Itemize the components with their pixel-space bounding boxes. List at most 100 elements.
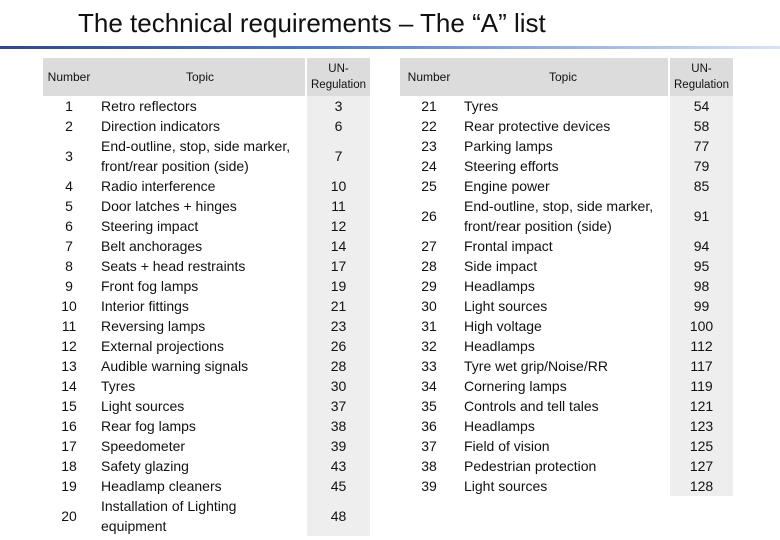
row-number: 22 <box>421 118 437 134</box>
row-regulation: 77 <box>668 136 733 156</box>
row-regulation: 37 <box>305 396 370 416</box>
row-topic: Light sources <box>101 398 185 414</box>
table-row: 1 Retro reflectors 3 <box>43 96 370 116</box>
row-regulation: 121 <box>668 396 733 416</box>
row-regulation: 30 <box>305 376 370 396</box>
table-row: 7 Belt anchorages 14 <box>43 236 370 256</box>
row-number: 7 <box>65 238 73 254</box>
table-row: 24 Steering efforts 79 <box>400 156 733 176</box>
row-number: 24 <box>421 158 437 174</box>
table-row: 29 Headlamps 98 <box>400 276 733 296</box>
table-header-row: Number Topic UN-Regulation <box>400 58 733 96</box>
row-regulation: 125 <box>668 436 733 456</box>
row-regulation: 28 <box>305 356 370 376</box>
row-number: 34 <box>421 378 437 394</box>
row-regulation: 100 <box>668 316 733 336</box>
row-topic: Belt anchorages <box>101 238 203 254</box>
row-regulation: 85 <box>668 176 733 196</box>
table-row: 26 End-outline, stop, side marker, front/… <box>400 196 733 236</box>
table-row: 36 Headlamps 123 <box>400 416 733 436</box>
row-topic: Engine power <box>464 178 550 194</box>
row-number: 8 <box>65 258 73 274</box>
row-regulation: 117 <box>668 356 733 376</box>
row-regulation: 99 <box>668 296 733 316</box>
row-number: 15 <box>61 398 77 414</box>
row-topic: Seats + head restraints <box>101 258 246 274</box>
row-regulation: 119 <box>668 376 733 396</box>
table-row: 27 Frontal impact 94 <box>400 236 733 256</box>
row-topic: Speedometer <box>101 438 186 454</box>
row-topic: External projections <box>101 338 224 354</box>
header-regulation: UN-Regulation <box>305 58 370 96</box>
row-regulation: 95 <box>668 256 733 276</box>
regulation-table-left: Number Topic UN-Regulation 1 Retro reflec… <box>43 58 370 536</box>
row-topic: Headlamps <box>464 278 535 294</box>
row-number: 3 <box>65 148 73 164</box>
row-number: 25 <box>421 178 437 194</box>
row-regulation: 12 <box>305 216 370 236</box>
table-row: 16 Rear fog lamps 38 <box>43 416 370 436</box>
row-number: 32 <box>421 338 437 354</box>
row-number: 11 <box>61 318 77 334</box>
table-row: 32 Headlamps 112 <box>400 336 733 356</box>
row-number: 20 <box>61 508 77 524</box>
row-topic: Headlamp cleaners <box>101 478 222 494</box>
table-row: 37 Field of vision 125 <box>400 436 733 456</box>
row-topic: Installation of Lighting equipment <box>101 498 237 534</box>
table-row: 39 Light sources 128 <box>400 476 733 496</box>
table-row: 25 Engine power 85 <box>400 176 733 196</box>
row-topic: Interior fittings <box>101 298 189 314</box>
table-row: 11 Reversing lamps 23 <box>43 316 370 336</box>
table-row: 3 End-outline, stop, side marker, front/r… <box>43 136 370 176</box>
table-row: 2 Direction indicators 6 <box>43 116 370 136</box>
row-regulation: 19 <box>305 276 370 296</box>
row-number: 9 <box>65 278 73 294</box>
table-row: 30 Light sources 99 <box>400 296 733 316</box>
row-number: 21 <box>421 98 437 114</box>
row-topic: Frontal impact <box>464 238 553 254</box>
table-row: 18 Safety glazing 43 <box>43 456 370 476</box>
table-row: 38 Pedestrian protection 127 <box>400 456 733 476</box>
row-topic: Headlamps <box>464 418 535 434</box>
row-number: 14 <box>61 378 77 394</box>
row-regulation: 58 <box>668 116 733 136</box>
row-regulation: 11 <box>305 196 370 216</box>
row-regulation: 123 <box>668 416 733 436</box>
row-number: 19 <box>61 478 77 494</box>
row-number: 29 <box>421 278 437 294</box>
row-regulation: 23 <box>305 316 370 336</box>
row-regulation: 112 <box>668 336 733 356</box>
row-topic: Parking lamps <box>464 138 553 154</box>
row-topic: Door latches + hinges <box>101 198 237 214</box>
table-row: 5 Door latches + hinges 11 <box>43 196 370 216</box>
row-number: 18 <box>61 458 77 474</box>
row-topic: Light sources <box>464 478 548 494</box>
table-row: 28 Side impact 95 <box>400 256 733 276</box>
row-number: 33 <box>421 358 437 374</box>
header-number: Number <box>400 58 458 96</box>
row-number: 39 <box>421 478 437 494</box>
table-row: 31 High voltage 100 <box>400 316 733 336</box>
table-row: 10 Interior fittings 21 <box>43 296 370 316</box>
table-row: 22 Rear protective devices 58 <box>400 116 733 136</box>
table-row: 8 Seats + head restraints 17 <box>43 256 370 276</box>
row-number: 31 <box>421 318 437 334</box>
row-number: 23 <box>421 138 437 154</box>
table-row: 35 Controls and tell tales 121 <box>400 396 733 416</box>
row-topic: Radio interference <box>101 178 216 194</box>
table-row: 4 Radio interference 10 <box>43 176 370 196</box>
row-number: 5 <box>65 198 73 214</box>
row-topic: Tyres <box>101 378 136 394</box>
row-topic: Tyre wet grip/Noise/RR <box>464 358 608 374</box>
header-number: Number <box>43 58 95 96</box>
header-regulation: UN-Regulation <box>668 58 733 96</box>
header-topic: Topic <box>458 58 668 96</box>
row-number: 30 <box>421 298 437 314</box>
row-topic: Safety glazing <box>101 458 189 474</box>
row-regulation: 10 <box>305 176 370 196</box>
row-topic: Controls and tell tales <box>464 398 599 414</box>
row-topic: End-outline, stop, side marker, front/re… <box>101 138 291 174</box>
table-row: 14 Tyres 30 <box>43 376 370 396</box>
row-topic: Steering impact <box>101 218 199 234</box>
row-regulation: 54 <box>668 96 733 116</box>
